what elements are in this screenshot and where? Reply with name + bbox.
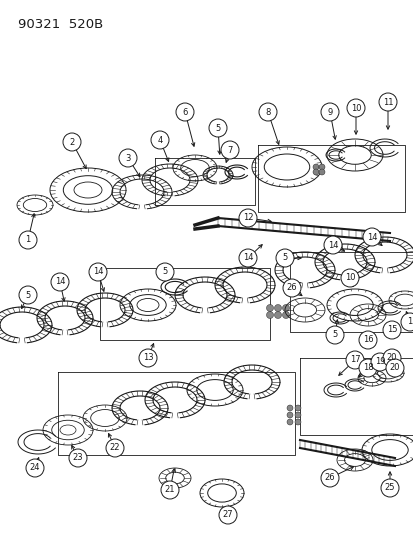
Circle shape [286, 419, 292, 425]
Circle shape [275, 249, 293, 267]
Circle shape [221, 141, 238, 159]
Circle shape [282, 311, 289, 319]
Circle shape [346, 99, 364, 117]
Circle shape [358, 331, 376, 349]
Text: 14: 14 [93, 268, 103, 277]
Text: 27: 27 [222, 511, 233, 520]
Circle shape [19, 231, 37, 249]
Text: 11: 11 [382, 98, 392, 107]
Circle shape [286, 412, 292, 418]
Circle shape [358, 359, 376, 377]
Text: 6: 6 [182, 108, 187, 117]
Circle shape [340, 269, 358, 287]
Text: 12: 12 [242, 214, 253, 222]
Circle shape [323, 236, 341, 254]
Circle shape [89, 263, 107, 281]
Text: 22: 22 [109, 443, 120, 453]
Circle shape [370, 353, 388, 371]
Circle shape [209, 119, 226, 137]
Circle shape [282, 279, 300, 297]
Text: 5: 5 [332, 330, 337, 340]
Circle shape [318, 169, 324, 175]
Text: 10: 10 [350, 103, 361, 112]
Circle shape [238, 249, 256, 267]
Circle shape [320, 103, 338, 121]
Circle shape [161, 481, 178, 499]
Text: 19: 19 [374, 358, 385, 367]
Text: 17: 17 [349, 356, 359, 365]
Circle shape [69, 449, 87, 467]
Circle shape [382, 321, 400, 339]
Text: 20: 20 [389, 364, 399, 373]
Text: 1: 1 [25, 236, 31, 245]
Circle shape [176, 103, 194, 121]
Text: 18: 18 [362, 364, 373, 373]
Circle shape [282, 304, 289, 311]
Text: 5: 5 [215, 124, 220, 133]
Circle shape [51, 273, 69, 291]
Circle shape [312, 169, 318, 175]
Circle shape [385, 359, 403, 377]
Text: 16: 16 [362, 335, 373, 344]
Text: 4: 4 [157, 135, 162, 144]
Text: 20: 20 [386, 353, 396, 362]
Circle shape [294, 419, 300, 425]
Circle shape [106, 439, 124, 457]
Circle shape [294, 405, 300, 411]
Text: 8: 8 [265, 108, 270, 117]
Text: 25: 25 [384, 483, 394, 492]
Circle shape [320, 469, 338, 487]
Circle shape [274, 311, 281, 319]
Text: 7: 7 [227, 146, 232, 155]
Text: 23: 23 [73, 454, 83, 463]
Circle shape [380, 479, 398, 497]
Circle shape [26, 459, 44, 477]
Text: 5: 5 [162, 268, 167, 277]
Circle shape [119, 149, 137, 167]
Circle shape [266, 304, 273, 311]
Circle shape [19, 286, 37, 304]
Circle shape [345, 351, 363, 369]
Text: 14: 14 [55, 278, 65, 287]
Circle shape [378, 93, 396, 111]
Text: 9: 9 [327, 108, 332, 117]
Circle shape [238, 209, 256, 227]
Text: 14: 14 [242, 254, 253, 262]
Text: 24: 24 [30, 464, 40, 472]
Text: 14: 14 [366, 232, 376, 241]
Circle shape [266, 311, 273, 319]
Text: 5: 5 [25, 290, 31, 300]
Circle shape [259, 103, 276, 121]
Circle shape [218, 506, 236, 524]
Text: 5: 5 [282, 254, 287, 262]
Circle shape [151, 131, 169, 149]
Circle shape [362, 228, 380, 246]
Circle shape [156, 263, 173, 281]
Text: 14: 14 [327, 240, 337, 249]
Text: 90321  520B: 90321 520B [18, 18, 103, 31]
Circle shape [139, 349, 157, 367]
Circle shape [400, 313, 413, 331]
Text: 10: 10 [344, 273, 354, 282]
Text: 26: 26 [324, 473, 335, 482]
Circle shape [318, 164, 324, 170]
Circle shape [286, 405, 292, 411]
Circle shape [312, 164, 318, 170]
Text: 2: 2 [69, 138, 74, 147]
Text: 13: 13 [142, 353, 153, 362]
Text: 26: 26 [286, 284, 297, 293]
Text: 21: 21 [164, 486, 175, 495]
Text: 15: 15 [386, 326, 396, 335]
Circle shape [382, 349, 400, 367]
Text: 1: 1 [406, 318, 412, 327]
Circle shape [274, 304, 281, 311]
Circle shape [294, 412, 300, 418]
Circle shape [63, 133, 81, 151]
Text: 3: 3 [125, 154, 131, 163]
Circle shape [325, 326, 343, 344]
